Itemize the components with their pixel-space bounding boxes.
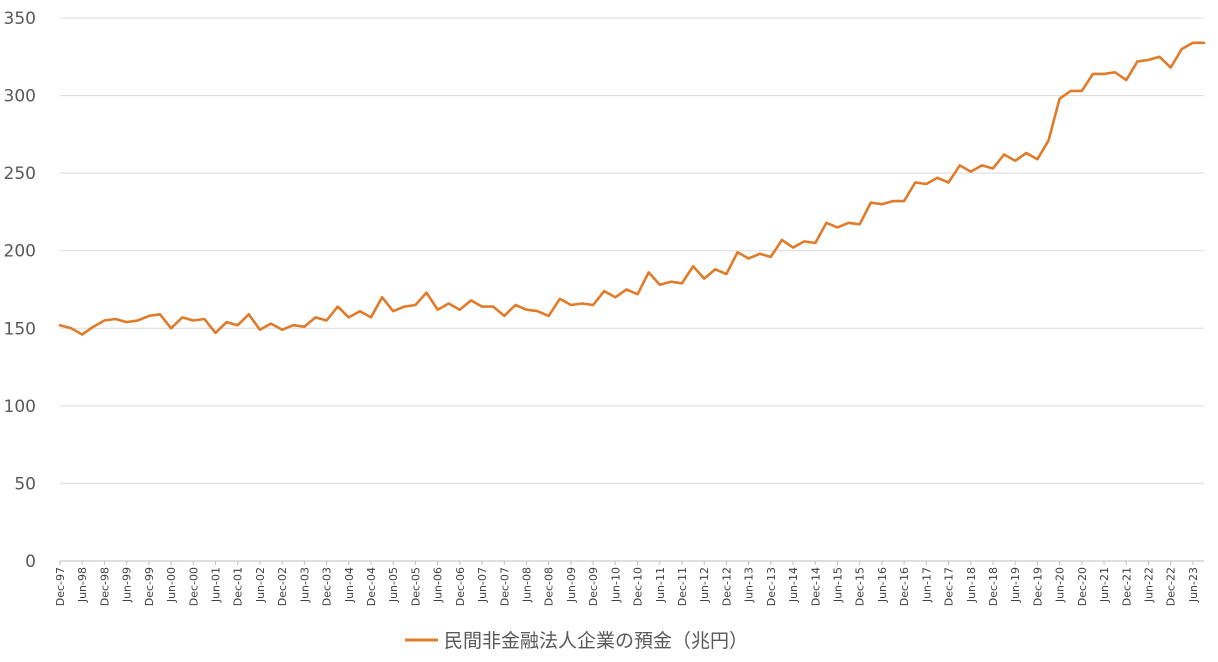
x-tick-label: Jun-07 (476, 567, 489, 603)
x-tick-label: Jun-19 (1009, 567, 1022, 603)
x-tick-label: Jun-15 (831, 567, 844, 603)
x-tick-label: Dec-22 (1165, 567, 1178, 606)
x-tick-label: Jun-08 (520, 567, 533, 603)
x-tick-label: Dec-00 (187, 567, 200, 606)
x-tick-label: Jun-16 (876, 567, 889, 603)
x-tick-label: Jun-22 (1142, 567, 1155, 603)
x-tick-label: Dec-06 (454, 567, 467, 606)
x-tick-label: Dec-04 (365, 567, 378, 606)
x-tick-label: Dec-01 (232, 567, 245, 606)
x-tick-label: Dec-13 (765, 567, 778, 606)
x-tick-label: Dec-18 (987, 567, 1000, 606)
legend-label: 民間非金融法人企業の預金（兆円） (444, 630, 748, 652)
x-tick-label: Dec-21 (1120, 567, 1133, 606)
y-tick-label: 0 (25, 552, 36, 572)
x-tick-label: Jun-17 (920, 567, 933, 603)
x-tick-label: Dec-05 (409, 567, 422, 606)
legend: 民間非金融法人企業の預金（兆円） (405, 630, 748, 652)
x-tick-label: Jun-18 (965, 567, 978, 603)
x-tick-label: Jun-04 (343, 567, 356, 603)
x-tick-label: Jun-11 (654, 567, 667, 603)
gridlines (60, 17, 1204, 562)
x-tick-label: Dec-99 (143, 567, 156, 606)
x-tick-label: Dec-12 (720, 567, 733, 606)
x-tick-label: Dec-07 (498, 567, 511, 606)
x-tick-label: Dec-09 (587, 567, 600, 606)
x-tick-label: Dec-08 (543, 567, 556, 606)
x-tick-label: Jun-05 (387, 567, 400, 603)
x-tick-label: Dec-19 (1031, 567, 1044, 606)
x-tick-label: Jun-23 (1187, 567, 1200, 603)
y-axis-tick-labels: 0 50 100 150 200 250 300 350 (4, 9, 36, 572)
x-tick-label: Jun-03 (298, 567, 311, 603)
x-tick-label: Jun-98 (76, 567, 89, 603)
y-tick-label: 350 (4, 9, 36, 29)
x-axis-tick-labels: Dec-97 Jun-98 Dec-98 Jun-99 Dec-99 Jun-00 Dec-… (54, 561, 1200, 606)
series-layer (58, 41, 1206, 336)
x-tick-label: Dec-10 (632, 567, 645, 606)
x-tick-label: Dec-11 (676, 567, 689, 606)
x-tick-label: Jun-21 (1098, 567, 1111, 603)
y-tick-label: 300 (4, 87, 36, 107)
series-line (58, 41, 1206, 336)
x-tick-label: Dec-15 (854, 567, 867, 606)
x-tick-label: Jun-10 (609, 567, 622, 603)
x-tick-label: Dec-97 (54, 567, 67, 606)
x-tick-label: Jun-01 (209, 567, 222, 603)
x-tick-label: Dec-03 (321, 567, 334, 606)
x-tick-label: Jun-12 (698, 567, 711, 603)
y-tick-label: 250 (4, 164, 36, 184)
x-tick-label: Dec-14 (809, 567, 822, 606)
x-tick-label: Jun-13 (743, 567, 756, 603)
x-tick-label: Dec-98 (98, 567, 111, 606)
x-tick-label: Jun-99 (121, 567, 134, 603)
y-tick-label: 200 (4, 242, 36, 262)
y-tick-label: 50 (14, 474, 36, 494)
x-tick-label: Dec-16 (898, 567, 911, 606)
x-tick-label: Dec-02 (276, 567, 289, 606)
y-tick-label: 150 (4, 319, 36, 339)
x-tick-label: Dec-17 (943, 567, 956, 606)
x-tick-label: Jun-06 (432, 567, 445, 603)
x-tick-label: Jun-09 (565, 567, 578, 603)
x-tick-label: Jun-14 (787, 567, 800, 603)
x-tick-label: Dec-20 (1076, 567, 1089, 606)
x-tick-label: Jun-00 (165, 567, 178, 603)
x-tick-label: Jun-02 (254, 567, 267, 603)
x-tick-label: Jun-20 (1054, 567, 1067, 603)
y-tick-label: 100 (4, 397, 36, 417)
